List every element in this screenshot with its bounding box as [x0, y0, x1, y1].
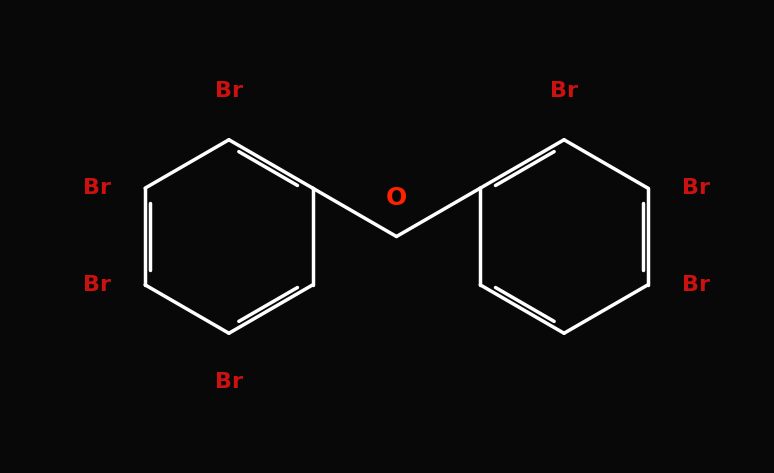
Text: Br: Br — [215, 372, 243, 392]
Text: Br: Br — [83, 275, 111, 295]
Text: Br: Br — [682, 178, 711, 198]
Text: Br: Br — [550, 81, 578, 101]
Text: O: O — [386, 186, 407, 210]
Text: Br: Br — [215, 81, 243, 101]
Text: Br: Br — [682, 275, 711, 295]
Text: Br: Br — [83, 178, 111, 198]
